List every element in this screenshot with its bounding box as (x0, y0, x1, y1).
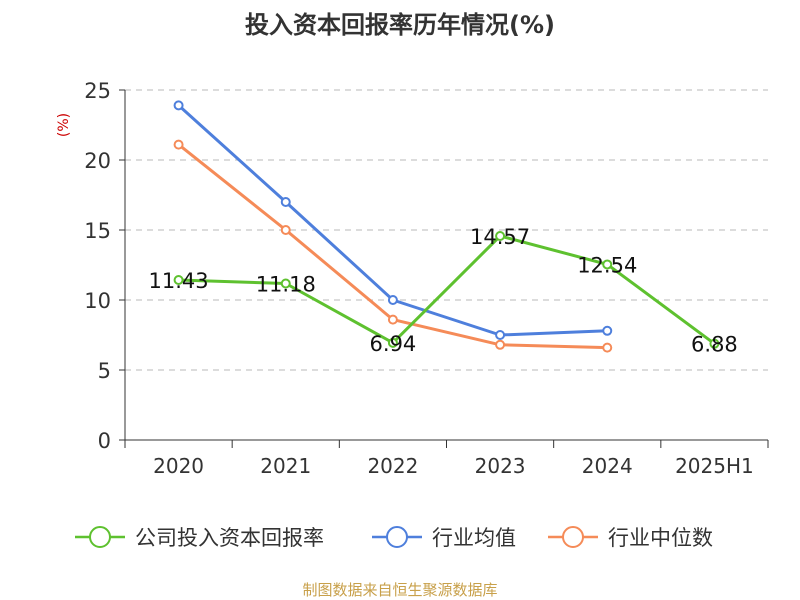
y-tick-label: 15 (84, 219, 111, 243)
chart-title: 投入资本回报率历年情况(%) (245, 11, 555, 39)
data-label: 12.54 (577, 253, 637, 277)
data-point (387, 314, 398, 325)
y-tick-label: 25 (84, 79, 111, 103)
axes (119, 89, 769, 448)
x-tick-label: 2021 (260, 454, 311, 478)
data-point (280, 225, 291, 235)
legend-label: 行业均值 (432, 526, 516, 550)
tick-labels: 0 5 10 15 20 25 2020 2021 2022 2023 2024 2025H1 (84, 79, 753, 478)
x-tick-label: 2023 (475, 454, 526, 478)
y-tick-label: 0 (98, 429, 111, 453)
legend-marker (562, 526, 584, 548)
grid-lines (125, 89, 768, 371)
data-point (173, 274, 184, 285)
legend-label: 行业中位数 (608, 526, 713, 550)
legend: 公司投入资本回报率 行业均值 行业中位数 (75, 526, 713, 550)
legend-marker (386, 526, 408, 548)
y-axis-label: (%) (56, 113, 72, 137)
data-label: 6.94 (370, 332, 417, 356)
data-label: 11.18 (256, 272, 316, 296)
series-lines (177, 104, 716, 350)
data-points (173, 100, 720, 353)
series-line (178, 234, 716, 345)
legend-marker (89, 526, 111, 548)
legend-label: 公司投入资本回报率 (135, 526, 324, 550)
data-label: 6.88 (691, 333, 738, 357)
x-tick-label: 2022 (367, 454, 418, 478)
data-point (387, 295, 398, 305)
data-point (709, 338, 720, 349)
x-tick-label: 2025H1 (675, 454, 754, 478)
x-tick-label: 2020 (153, 454, 204, 478)
data-point (495, 330, 506, 340)
data-point (280, 197, 291, 207)
data-labels: 11.43 11.18 6.94 14.57 12.54 6.88 (149, 225, 738, 357)
data-label: 11.43 (149, 269, 209, 293)
y-tick-label: 20 (84, 149, 111, 173)
data-label: 14.57 (470, 225, 530, 249)
source-note: 制图数据来自恒生聚源数据库 (302, 581, 497, 599)
data-point (602, 325, 613, 336)
y-tick-label: 10 (84, 289, 111, 313)
data-point (602, 259, 613, 270)
data-point (495, 231, 506, 242)
data-point (173, 100, 184, 111)
data-point (495, 339, 506, 350)
data-point (602, 342, 613, 353)
data-point (173, 139, 184, 150)
y-tick-label: 5 (98, 359, 111, 383)
data-point (387, 337, 398, 348)
data-point (280, 278, 291, 289)
x-tick-label: 2024 (582, 454, 633, 478)
